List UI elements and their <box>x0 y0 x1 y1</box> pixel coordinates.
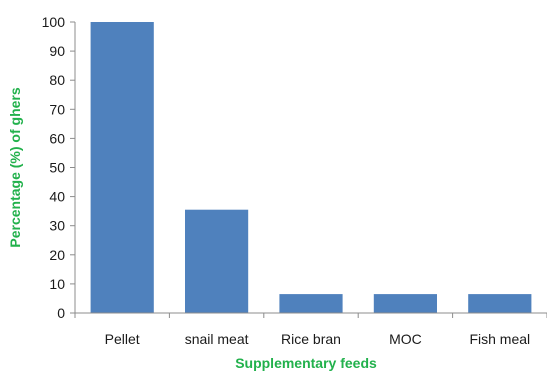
y-tick-label: 10 <box>49 276 65 292</box>
y-tick-label: 0 <box>57 305 65 321</box>
y-axis-title: Percentage (%) of ghers <box>7 87 23 247</box>
bar-2 <box>279 294 343 313</box>
y-tick-label: 100 <box>42 14 66 30</box>
bar-0 <box>90 22 154 313</box>
y-tick-label: 50 <box>49 160 65 176</box>
bars-group <box>90 22 532 313</box>
y-tick-label: 20 <box>49 247 65 263</box>
y-tick-label: 80 <box>49 72 65 88</box>
bar-3 <box>373 294 437 313</box>
y-axis-ticks: 0 10 20 30 40 50 60 70 80 90 100 <box>42 14 75 321</box>
bar-4 <box>468 294 532 313</box>
y-tick-label: 60 <box>49 130 65 146</box>
y-tick-label: 30 <box>49 218 65 234</box>
y-tick-label: 70 <box>49 101 65 117</box>
x-axis-title: Supplementary feeds <box>235 355 377 371</box>
x-tick-label: Rice bran <box>281 331 341 347</box>
y-tick-label: 40 <box>49 189 65 205</box>
bar-1 <box>185 209 249 313</box>
x-tick-label: snail meat <box>185 331 249 347</box>
x-tick-label: MOC <box>389 331 422 347</box>
x-axis-ticks: Pellet snail meat Rice bran MOC Fish meal <box>74 313 547 347</box>
x-tick-label: Pellet <box>105 331 140 347</box>
x-tick-label: Fish meal <box>469 331 530 347</box>
y-tick-label: 90 <box>49 43 65 59</box>
